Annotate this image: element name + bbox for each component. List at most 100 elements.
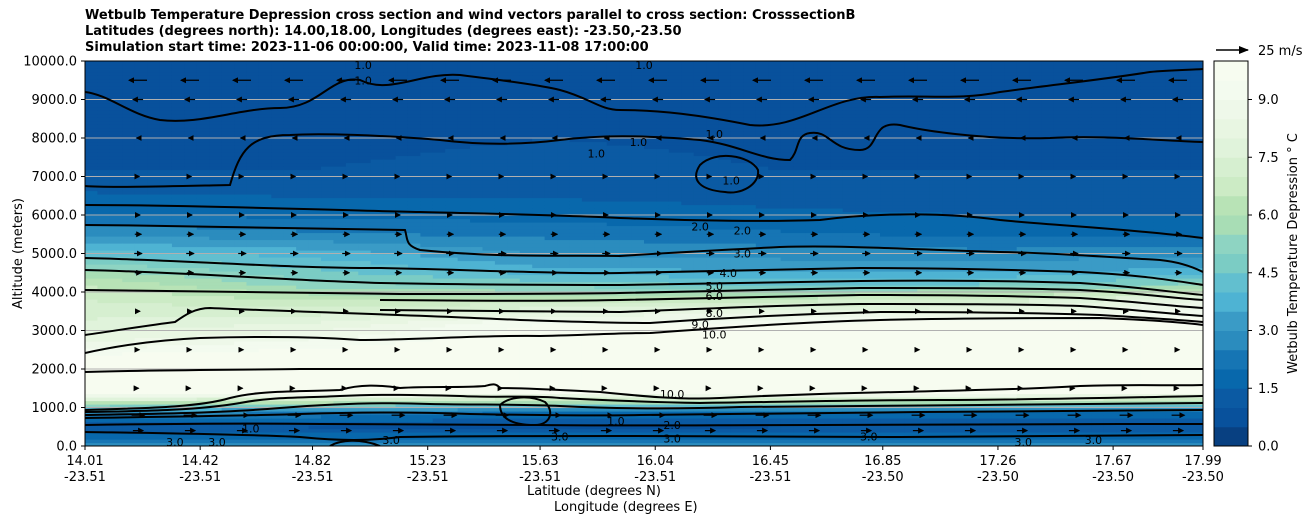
field-cell bbox=[395, 327, 409, 332]
field-cell bbox=[308, 64, 322, 69]
field-cell bbox=[420, 404, 434, 409]
field-cell bbox=[606, 218, 620, 223]
field-cell bbox=[234, 229, 248, 234]
field-cell bbox=[283, 99, 297, 104]
field-cell bbox=[333, 271, 347, 276]
field-cell bbox=[97, 127, 111, 132]
field-cell bbox=[271, 418, 285, 423]
field-cell bbox=[544, 120, 558, 125]
field-cell bbox=[519, 232, 533, 237]
field-cell bbox=[407, 250, 421, 255]
field-cell bbox=[532, 393, 546, 398]
field-cell bbox=[345, 341, 359, 346]
field-cell bbox=[395, 155, 409, 160]
field-cell bbox=[432, 246, 446, 251]
field-cell bbox=[519, 197, 533, 202]
field-cell bbox=[383, 376, 397, 381]
field-cell bbox=[594, 376, 608, 381]
field-cell bbox=[147, 141, 161, 146]
field-cell bbox=[519, 173, 533, 178]
field-cell bbox=[234, 341, 248, 346]
field-cell bbox=[631, 397, 645, 402]
field-cell bbox=[184, 386, 198, 391]
field-cell bbox=[494, 180, 508, 185]
field-cell bbox=[122, 131, 136, 136]
field-cell bbox=[557, 134, 571, 139]
field-cell bbox=[159, 194, 173, 199]
field-cell bbox=[296, 316, 310, 321]
field-cell bbox=[171, 68, 185, 73]
field-cell bbox=[184, 337, 198, 342]
field-cell bbox=[296, 211, 310, 216]
field-cell bbox=[532, 99, 546, 104]
field-cell bbox=[321, 103, 335, 108]
field-cell bbox=[383, 99, 397, 104]
field-cell bbox=[470, 372, 484, 377]
field-cell bbox=[246, 176, 260, 181]
field-cell bbox=[209, 253, 223, 258]
field-cell bbox=[97, 334, 111, 339]
field-cell bbox=[159, 390, 173, 395]
field-cell bbox=[122, 313, 136, 318]
field-cell bbox=[544, 183, 558, 188]
field-cell bbox=[271, 71, 285, 76]
field-cell bbox=[171, 180, 185, 185]
field-cell bbox=[258, 393, 272, 398]
field-cell bbox=[85, 215, 99, 220]
field-cell bbox=[234, 103, 248, 108]
field-cell bbox=[445, 379, 459, 384]
field-cell bbox=[507, 124, 521, 129]
field-cell bbox=[221, 400, 235, 405]
field-cell bbox=[432, 288, 446, 293]
field-cell bbox=[370, 386, 384, 391]
field-cell bbox=[631, 92, 645, 97]
field-cell bbox=[470, 232, 484, 237]
field-cell bbox=[321, 355, 335, 360]
field-cell bbox=[234, 362, 248, 367]
field-cell bbox=[370, 169, 384, 174]
field-cell bbox=[494, 113, 508, 118]
field-cell bbox=[494, 267, 508, 272]
field-cell bbox=[594, 236, 608, 241]
field-cell bbox=[321, 365, 335, 370]
field-cell bbox=[85, 278, 99, 283]
field-cell bbox=[109, 334, 123, 339]
field-cell bbox=[631, 432, 645, 437]
field-cell bbox=[569, 197, 583, 202]
field-cell bbox=[283, 75, 297, 80]
field-cell bbox=[606, 183, 620, 188]
field-cell bbox=[544, 152, 558, 157]
field-cell bbox=[97, 390, 111, 395]
field-cell bbox=[109, 64, 123, 69]
field-cell bbox=[606, 89, 620, 94]
field-cell bbox=[171, 327, 185, 332]
field-cell bbox=[246, 92, 260, 97]
field-cell bbox=[296, 362, 310, 367]
field-cell bbox=[445, 197, 459, 202]
field-cell bbox=[109, 103, 123, 108]
field-cell bbox=[196, 358, 210, 363]
field-cell bbox=[494, 337, 508, 342]
field-cell bbox=[581, 78, 595, 83]
field-cell bbox=[246, 358, 260, 363]
field-cell bbox=[109, 204, 123, 209]
field-cell bbox=[296, 61, 310, 66]
field-cell bbox=[581, 313, 595, 318]
field-cell bbox=[370, 96, 384, 101]
field-cell bbox=[507, 295, 521, 300]
field-cell bbox=[221, 246, 235, 251]
field-cell bbox=[234, 239, 248, 244]
field-cell bbox=[532, 439, 546, 444]
field-cell bbox=[85, 390, 99, 395]
field-cell bbox=[159, 134, 173, 139]
field-cell bbox=[184, 362, 198, 367]
field-cell bbox=[631, 208, 645, 213]
field-cell bbox=[420, 236, 434, 241]
field-cell bbox=[209, 369, 223, 374]
field-cell bbox=[631, 211, 645, 216]
field-cell bbox=[147, 278, 161, 283]
field-cell bbox=[482, 323, 496, 328]
field-cell bbox=[358, 218, 372, 223]
field-cell bbox=[246, 131, 260, 136]
field-cell bbox=[209, 250, 223, 255]
